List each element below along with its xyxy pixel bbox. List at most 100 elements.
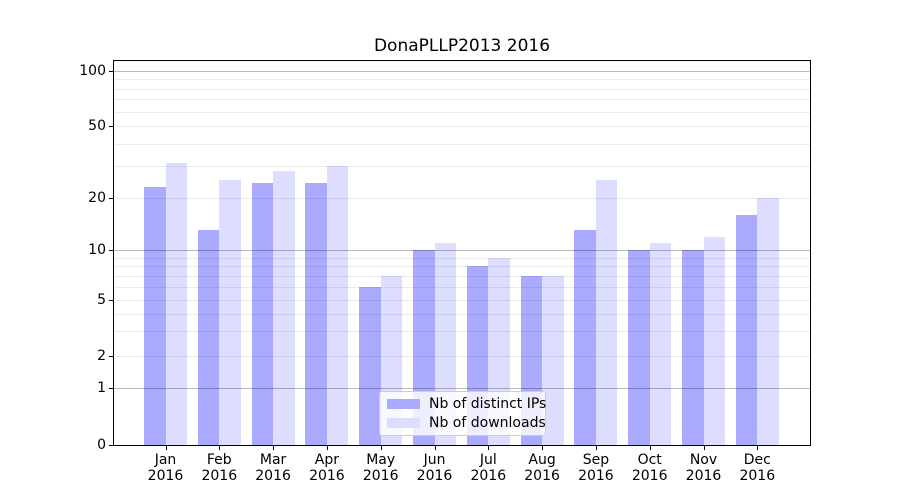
y-tick-2 [109,356,113,357]
year-label: 2016 [578,468,614,484]
y-tick-1 [109,388,113,389]
month-label: Jul [479,452,497,468]
year-label: 2016 [470,468,507,484]
x-tick-nov [703,446,705,450]
y-tick-5 [109,300,113,301]
minor-gridline-2 [114,356,810,357]
minor-gridline-6 [114,286,810,288]
x-tick-may [380,446,382,450]
bar-downloads-apr [326,166,349,445]
legend-row-downloads: Nb of downloads [387,415,546,431]
y-tick-label-2: 2 [97,348,106,364]
x-tick-label-nov: Nov 2016 [669,452,739,484]
y-tick-label-10: 10 [88,242,106,259]
x-tick-jul [488,446,490,450]
plot-area: Nb of distinct IPs Nb of downloads [113,60,811,446]
minor-gridline-4 [114,313,810,315]
bar-downloads-mar [273,171,295,445]
bar-downloads-dec [757,197,779,445]
minor-gridline-8 [114,266,810,268]
bar-distinct-ips-sep [574,230,596,445]
month-label: Oct [637,452,662,468]
month-label: Sep [582,452,610,468]
legend-swatch-distinct-ips [387,399,420,409]
y-tick-50 [109,126,113,127]
minor-gridline-30 [114,166,810,167]
year-label: 2016 [739,468,776,484]
y-tick-label-50: 50 [88,118,106,134]
month-label: Jun [423,452,446,468]
major-gridline-1 [114,388,810,389]
x-tick-feb [219,446,221,450]
bar-downloads-aug [542,275,564,445]
month-label: Mar [259,452,287,468]
x-tick-apr [326,446,328,450]
month-label: Jan [154,452,177,468]
bar-downloads-nov [703,236,725,445]
bar-downloads-feb [219,180,241,445]
chart-title: DonaPLLP2013 2016 [373,36,551,56]
minor-gridline-3 [114,331,810,333]
x-tick-label-jun: Jun 2016 [400,452,470,484]
x-tick-label-sep: Sep 2016 [561,452,631,484]
minor-gridline-50 [114,126,810,127]
minor-gridline-40 [114,143,810,145]
y-tick-label-5: 5 [97,292,106,308]
x-tick-jan [165,446,167,450]
major-gridline-100 [114,71,810,72]
year-label: 2016 [255,468,291,484]
bar-distinct-ips-apr [305,183,327,445]
legend-label-distinct-ips: Nb of distinct IPs [429,396,547,412]
x-tick-label-oct: Oct 2016 [615,452,685,484]
bar-downloads-sep [595,180,618,445]
month-label: Nov [689,452,718,468]
minor-gridline-90 [114,79,810,81]
bar-downloads-jan [165,163,187,445]
x-tick-oct [649,446,651,450]
legend-row-distinct-ips: Nb of distinct IPs [387,396,547,412]
x-tick-label-mar: Mar 2016 [238,452,308,484]
bar-distinct-ips-jan [144,186,166,445]
month-label: Apr [314,452,339,468]
legend-label-downloads: Nb of downloads [429,415,546,431]
x-tick-sep [595,446,597,450]
minor-gridline-60 [114,111,810,113]
x-tick-label-may: May 2016 [346,452,416,484]
month-label: Feb [206,452,232,468]
year-label: 2016 [362,468,399,484]
bar-distinct-ips-mar [251,183,274,445]
bar-distinct-ips-may [359,286,381,445]
x-tick-label-feb: Feb 2016 [184,452,254,484]
year-label: 2016 [201,468,238,484]
legend-swatch-downloads [387,418,420,428]
major-gridline-10 [114,250,810,252]
x-tick-mar [273,446,275,450]
y-tick-label-0: 0 [97,437,106,453]
x-tick-label-dec: Dec 2016 [722,452,792,484]
minor-gridline-9 [114,257,810,259]
bar-downloads-oct [649,243,672,445]
year-label: 2016 [631,468,668,484]
bar-distinct-ips-nov [682,250,704,445]
minor-gridline-20 [114,197,810,199]
x-tick-aug [542,446,544,450]
minor-gridline-70 [114,99,810,101]
y-tick-0 [109,445,113,446]
month-label: Aug [528,452,556,468]
minor-gridline-80 [114,88,810,90]
month-label: Dec [743,452,771,468]
y-tick-label-20: 20 [88,189,106,206]
y-tick-label-1: 1 [97,380,106,396]
bar-distinct-ips-dec [735,214,758,445]
year-label: 2016 [685,468,722,484]
month-label: May [366,452,396,468]
legend: Nb of distinct IPs Nb of downloads [379,391,546,436]
y-tick-label-100: 100 [79,63,106,79]
x-tick-label-jan: Jan 2016 [131,452,201,484]
y-tick-10 [109,250,113,252]
year-label: 2016 [416,468,453,484]
minor-gridline-7 [114,275,810,277]
bar-distinct-ips-feb [197,230,220,445]
x-tick-jun [434,446,436,450]
